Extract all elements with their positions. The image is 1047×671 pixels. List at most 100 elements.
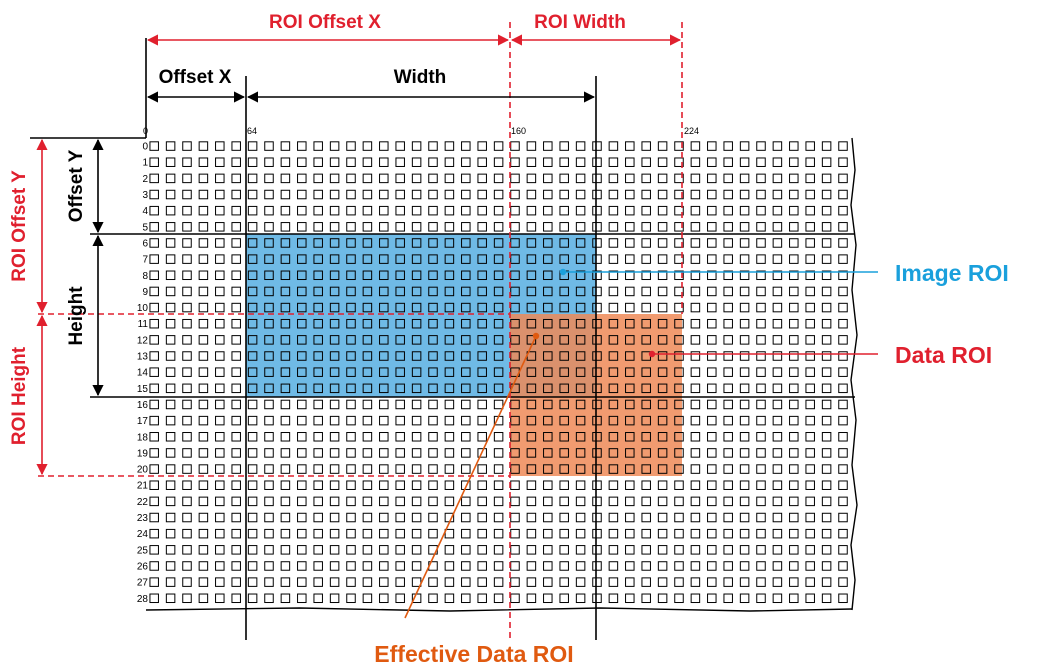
pixel-cell	[264, 432, 274, 442]
pixel-cell	[707, 593, 717, 604]
pixel-cell	[215, 222, 225, 232]
pixel-cell	[346, 399, 356, 410]
pixel-cell	[362, 318, 373, 329]
pixel-cell	[789, 399, 799, 410]
pixel-cell	[707, 141, 717, 151]
pixel-cell	[280, 399, 291, 410]
pixel-cell	[215, 367, 225, 377]
pixel-cell	[215, 141, 225, 151]
pixel-cell	[526, 464, 537, 474]
pixel-cell	[543, 270, 553, 281]
pixel-cell	[592, 415, 602, 426]
pixel-cell	[690, 383, 701, 394]
pixel-cell	[444, 270, 455, 281]
pixel-cell	[329, 367, 340, 377]
pixel-cell	[690, 141, 701, 151]
pixel-cell	[838, 254, 848, 264]
pixel-cell	[198, 254, 209, 264]
pixel-cell	[707, 545, 717, 555]
pixel-cell	[461, 383, 471, 394]
pixel-cell	[838, 286, 848, 297]
pixel-cell	[182, 157, 192, 167]
pixel-cell	[756, 432, 766, 442]
pixel-cell	[461, 399, 471, 410]
roi-height-label: ROI Height	[9, 346, 30, 445]
pixel-cell	[247, 577, 258, 587]
pixel-cell	[428, 351, 438, 361]
pixel-cell	[493, 577, 504, 587]
row-number: 21	[137, 481, 149, 492]
pixel-cell	[165, 528, 176, 539]
pixel-cell	[280, 464, 291, 474]
pixel-cell	[395, 157, 405, 167]
pixel-cell	[674, 189, 684, 200]
pixel-cell	[444, 561, 455, 571]
pixel-cell	[165, 302, 176, 313]
pixel-cell	[657, 318, 668, 329]
pixel-cell	[625, 205, 635, 216]
pixel-cell	[329, 480, 340, 490]
pixel-cell	[297, 173, 307, 184]
pixel-cell	[789, 464, 799, 474]
pixel-cell	[395, 238, 405, 248]
pixel-cell	[608, 577, 619, 587]
pixel-cell	[149, 189, 159, 200]
pixel-cell	[772, 367, 783, 377]
pixel-cell	[821, 577, 832, 587]
pixel-cell	[165, 383, 176, 394]
pixel-cell	[362, 496, 373, 507]
pixel-cell	[411, 189, 422, 200]
pixel-cell	[739, 399, 750, 410]
pixel-cell	[608, 141, 619, 151]
pixel-cell	[707, 399, 717, 410]
pixel-cell	[264, 512, 274, 523]
pixel-cell	[379, 383, 389, 394]
pixel-cell	[264, 173, 274, 184]
pixel-cell	[297, 545, 307, 555]
pixel-cell	[575, 383, 586, 394]
pixel-cell	[772, 335, 783, 345]
pixel-cell	[493, 448, 504, 458]
pixel-cell	[723, 335, 733, 345]
pixel-cell	[264, 335, 274, 345]
pixel-cell	[182, 545, 192, 555]
row-number: 24	[137, 529, 149, 540]
pixel-cell	[329, 270, 340, 281]
pixel-cell	[362, 545, 373, 555]
pixel-cell	[493, 205, 504, 216]
pixel-cell	[444, 496, 455, 507]
pixel-cell	[149, 512, 159, 523]
pixel-cell	[608, 480, 619, 490]
pixel-cell	[182, 238, 192, 248]
pixel-cell	[641, 335, 651, 345]
pixel-cell	[346, 157, 356, 167]
pixel-cell	[772, 464, 783, 474]
row-number: 7	[142, 255, 148, 266]
pixel-cell	[526, 561, 537, 571]
pixel-cell	[247, 496, 258, 507]
pixel-cell	[493, 528, 504, 539]
pixel-cell	[231, 577, 241, 587]
row-number: 23	[137, 513, 149, 524]
pixel-cell	[231, 205, 241, 216]
pixel-cell	[592, 351, 602, 361]
pixel-cell	[313, 270, 323, 281]
pixel-cell	[346, 512, 356, 523]
pixel-cell	[739, 254, 750, 264]
pixel-cell	[313, 367, 323, 377]
pixel-cell	[625, 351, 635, 361]
pixel-cell	[264, 254, 274, 264]
pixel-cell	[198, 367, 209, 377]
pixel-cell	[395, 399, 405, 410]
pixel-cell	[297, 432, 307, 442]
pixel-cell	[313, 545, 323, 555]
pixel-cell	[461, 238, 471, 248]
pixel-cell	[821, 318, 832, 329]
pixel-cell	[149, 157, 159, 167]
pixel-cell	[739, 222, 750, 232]
pixel-cell	[264, 222, 274, 232]
pixel-cell	[707, 448, 717, 458]
pixel-cell	[838, 222, 848, 232]
pixel-cell	[198, 448, 209, 458]
pixel-cell	[379, 318, 389, 329]
